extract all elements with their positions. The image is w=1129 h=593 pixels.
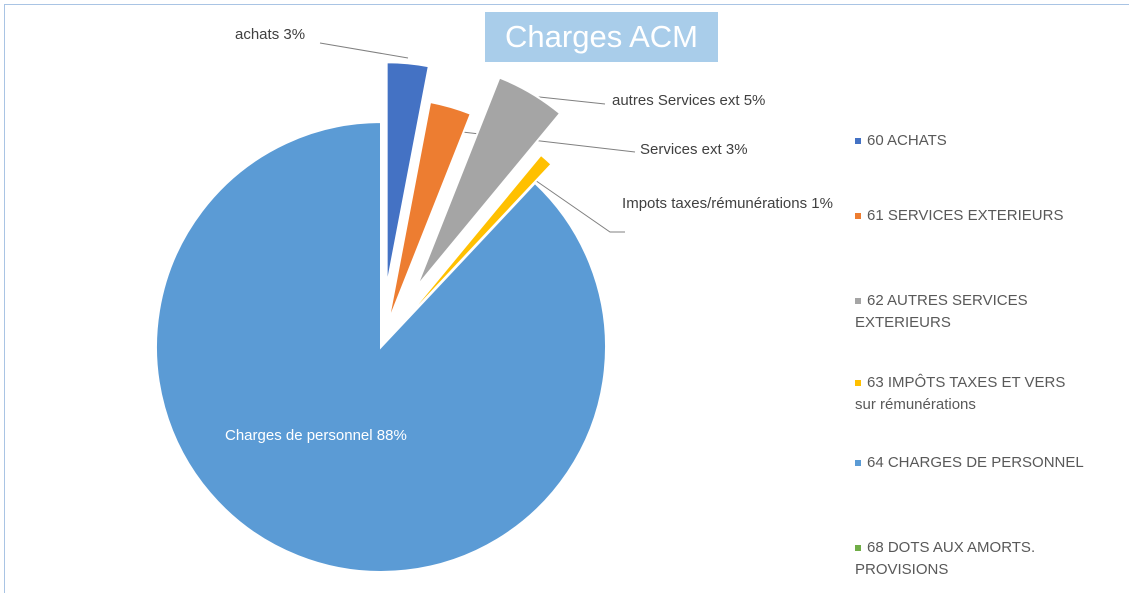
data-label: Services ext 3%: [640, 141, 748, 158]
leader-line: [529, 95, 606, 105]
data-label: Impots taxes/rémunérations 1%: [622, 195, 833, 212]
legend-item: 64 CHARGES DE PERSONNEL: [855, 452, 1085, 474]
legend-swatch: [855, 298, 861, 305]
chart-border: [4, 4, 1129, 593]
legend-swatch: [855, 213, 861, 220]
legend-label: 62 AUTRES SERVICES EXTERIEURS: [855, 292, 1028, 331]
legend-swatch: [855, 380, 861, 387]
legend-item: 61 SERVICES EXTERIEURS: [855, 205, 1085, 227]
leader-line: [319, 42, 409, 59]
pie-slice: [415, 76, 562, 288]
legend-label: 60 ACHATS: [867, 132, 947, 149]
legend-label: 64 CHARGES DE PERSONNEL: [867, 454, 1084, 471]
legend-swatch: [855, 460, 861, 467]
legend-swatch: [855, 138, 861, 145]
pie-slice: [385, 61, 430, 288]
legend-swatch: [855, 545, 861, 552]
leader-line: [531, 177, 625, 233]
legend-item: 60 ACHATS: [855, 130, 1085, 152]
data-label: achats 3%: [235, 26, 306, 43]
data-label: autres Services ext 5%: [612, 92, 766, 109]
legend-item: 68 DOTS AUX AMORTS. PROVISIONS: [855, 537, 1085, 581]
legend-label: 61 SERVICES EXTERIEURS: [867, 207, 1064, 224]
legend-item: 63 IMPÔTS TAXES ET VERS sur rémunération…: [855, 372, 1085, 416]
pie-slice: [386, 100, 473, 324]
legend-label: 68 DOTS AUX AMORTS. PROVISIONS: [855, 539, 1036, 578]
data-label: Charges de personnel 88%: [225, 427, 407, 444]
legend-label: 63 IMPÔTS TAXES ET VERS sur rémunération…: [855, 374, 1066, 413]
pie-slice: [396, 153, 553, 329]
chart-title: Charges ACM: [485, 12, 718, 62]
legend-item: 62 AUTRES SERVICES EXTERIEURS: [855, 290, 1085, 334]
